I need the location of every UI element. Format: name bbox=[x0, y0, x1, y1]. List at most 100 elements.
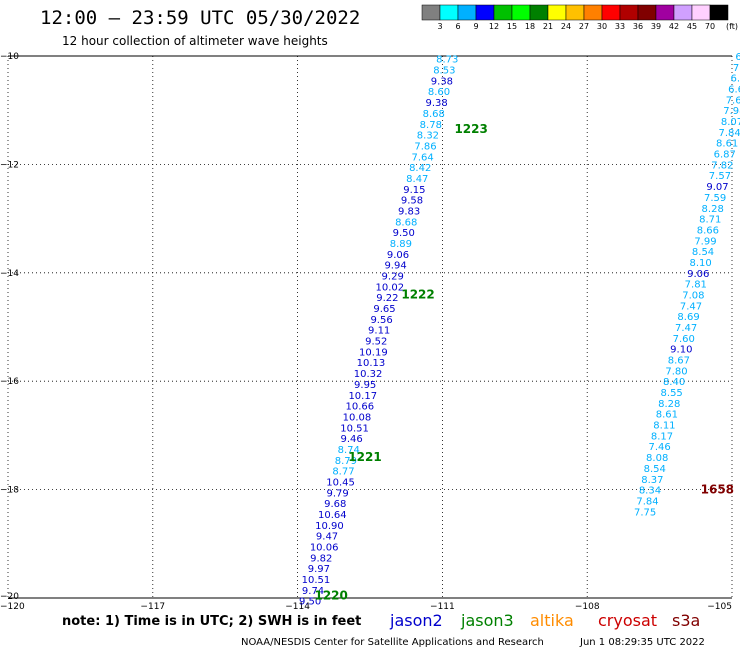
wave-height-label: 9.83 bbox=[398, 206, 420, 217]
grid-lines bbox=[7, 55, 733, 599]
wave-height-label: 8.73 bbox=[436, 55, 458, 66]
colorbar-swatch bbox=[601, 4, 621, 21]
colorbar-swatch bbox=[421, 4, 441, 21]
wave-height-label: 8.17 bbox=[651, 431, 673, 442]
wave-height-label: 9.50 bbox=[393, 228, 415, 239]
wave-height-label: 10.51 bbox=[302, 575, 331, 586]
colorbar-swatch bbox=[547, 4, 567, 21]
wave-height-label: 9.46 bbox=[341, 434, 363, 445]
colorbar-label: 24 bbox=[561, 22, 571, 31]
wave-height-label: 8.79 bbox=[335, 456, 357, 467]
wave-height-label: 7.84 bbox=[718, 128, 740, 139]
wave-height-label: 8.61 bbox=[656, 410, 678, 421]
colorbar-legend: 3 6 9 12 15 18 21 24 27 30 33 36 39 42 45 70 (ft) bbox=[421, 4, 738, 31]
wave-height-label: 9.06 bbox=[387, 250, 409, 261]
wave-height-label: 9.68 bbox=[324, 499, 346, 510]
wave-height-label: 9.95 bbox=[354, 380, 376, 391]
wave-height-label: 10.45 bbox=[326, 477, 355, 488]
colorbar-label: 36 bbox=[633, 22, 643, 31]
x-tick-label: −117 bbox=[140, 602, 165, 612]
wave-height-label: 6.74 bbox=[731, 74, 740, 85]
y-tick-label: −10 bbox=[0, 52, 19, 62]
wave-height-label: 7.84 bbox=[636, 496, 658, 507]
wave-height-label: 10.90 bbox=[315, 521, 344, 532]
wave-height-label: 10.51 bbox=[340, 423, 369, 434]
wave-height-label: 8.69 bbox=[677, 312, 699, 323]
colorbar-label: 15 bbox=[507, 22, 517, 31]
colorbar-label: 21 bbox=[543, 22, 553, 31]
y-tick-label: −12 bbox=[0, 160, 19, 170]
wave-height-label: 8.32 bbox=[417, 131, 439, 142]
wave-height-label: 7.54 bbox=[733, 63, 740, 74]
wave-height-label: 8.11 bbox=[653, 421, 675, 432]
wave-height-label: 8.07 bbox=[721, 117, 740, 128]
wave-height-label: 7.46 bbox=[648, 442, 670, 453]
track-b-points: 6.847.546.746.627.687.988.077.848.616.87… bbox=[634, 52, 740, 518]
wave-height-label: 10.02 bbox=[375, 282, 404, 293]
wave-height-label: 9.97 bbox=[308, 564, 330, 575]
y-tick-label: −20 bbox=[0, 592, 19, 602]
colorbar-swatch bbox=[493, 4, 513, 21]
colorbar-label: 27 bbox=[579, 22, 589, 31]
wave-height-label: 8.60 bbox=[428, 87, 450, 98]
wave-height-label: 7.75 bbox=[634, 507, 656, 518]
wave-height-label: 10.06 bbox=[310, 543, 339, 554]
wave-height-label: 9.10 bbox=[670, 345, 692, 356]
wave-height-label: 8.34 bbox=[639, 486, 661, 497]
wave-height-label: 7.57 bbox=[709, 171, 731, 182]
time-label: 1223 bbox=[454, 122, 487, 136]
colorbar-swatch bbox=[709, 4, 729, 21]
x-tick-label: −108 bbox=[575, 602, 600, 612]
colorbar-label: 45 bbox=[687, 22, 697, 31]
footer-credit: NOAA/NESDIS Center for Satellite Applica… bbox=[241, 637, 544, 648]
wave-height-label: 8.68 bbox=[395, 217, 417, 228]
time-label: 1658 bbox=[701, 483, 734, 497]
wave-height-label: 9.07 bbox=[706, 182, 728, 193]
colorbar-label: 6 bbox=[455, 22, 460, 31]
wave-height-label: 9.56 bbox=[370, 315, 392, 326]
chart-title: 12:00 – 23:59 UTC 05/30/2022 bbox=[40, 7, 360, 29]
track-a-points: 8.738.539.388.609.388.688.788.327.867.64… bbox=[299, 55, 458, 608]
wave-height-label: 7.08 bbox=[682, 290, 704, 301]
wave-height-label: 8.28 bbox=[702, 204, 724, 215]
colorbar-swatch bbox=[619, 4, 639, 21]
wave-height-label: 9.22 bbox=[376, 293, 398, 304]
wave-height-label: 9.29 bbox=[382, 272, 404, 283]
wave-height-label: 8.53 bbox=[433, 66, 455, 77]
wave-height-label: 7.60 bbox=[673, 334, 695, 345]
wave-height-label: 7.47 bbox=[680, 301, 702, 312]
chart-subtitle: 12 hour collection of altimeter wave hei… bbox=[62, 34, 328, 48]
wave-height-label: 7.64 bbox=[411, 152, 433, 163]
colorbar-swatch bbox=[457, 4, 477, 21]
wave-height-label: 8.54 bbox=[692, 247, 714, 258]
wave-height-label: 7.86 bbox=[414, 141, 436, 152]
wave-height-label: 9.94 bbox=[384, 261, 406, 272]
colorbar-label: 33 bbox=[615, 22, 625, 31]
wave-height-label: 7.81 bbox=[685, 280, 707, 291]
satellite-label: cryosat bbox=[598, 611, 657, 630]
wave-height-label: 7.98 bbox=[723, 106, 740, 117]
wave-height-label: 7.80 bbox=[665, 366, 687, 377]
colorbar-label: 30 bbox=[597, 22, 607, 31]
y-tick-label: −18 bbox=[0, 486, 19, 496]
wave-height-label: 9.79 bbox=[327, 488, 349, 499]
wave-height-label: 9.47 bbox=[316, 532, 338, 543]
wave-height-label: 7.99 bbox=[694, 236, 716, 247]
time-label: 1220 bbox=[314, 588, 347, 602]
wave-height-label: 6.84 bbox=[735, 52, 740, 63]
wave-height-label: 8.66 bbox=[697, 225, 719, 236]
wave-height-label: 8.61 bbox=[716, 139, 738, 150]
wave-height-label: 8.10 bbox=[689, 258, 711, 269]
wave-height-label: 8.28 bbox=[658, 399, 680, 410]
wave-height-label: 9.11 bbox=[368, 326, 390, 337]
colorbar-label: 70 bbox=[705, 22, 715, 31]
colorbar-swatch bbox=[655, 4, 675, 21]
time-labels: 122312221221122016571658 bbox=[314, 122, 734, 602]
y-tick-label: −16 bbox=[0, 377, 19, 387]
axis-ticks: −120 −117 −114 −111 −108 −105 −10 −12 −14 −16 −18 −… bbox=[0, 52, 732, 612]
wave-height-label: 8.54 bbox=[644, 464, 666, 475]
wave-height-label: 7.59 bbox=[704, 193, 726, 204]
wave-height-label: 9.52 bbox=[365, 337, 387, 348]
wave-height-label: 10.19 bbox=[359, 347, 388, 358]
